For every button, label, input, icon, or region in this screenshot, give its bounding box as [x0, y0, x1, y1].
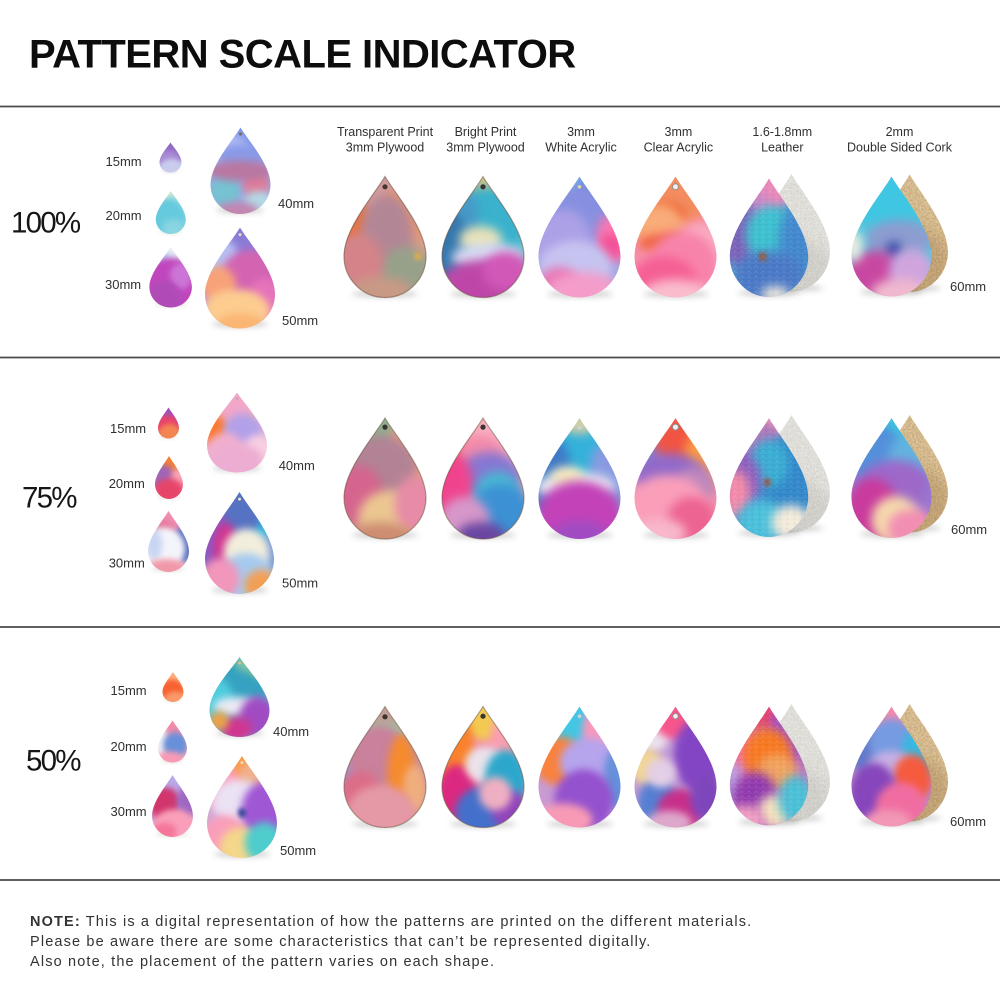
svg-text:60mm: 60mm — [950, 279, 986, 294]
svg-text:2mm: 2mm — [886, 125, 914, 139]
svg-text:20mm: 20mm — [111, 739, 147, 754]
svg-text:3mm Plywood: 3mm Plywood — [346, 141, 425, 155]
svg-text:Clear Acrylic: Clear Acrylic — [644, 141, 713, 155]
svg-text:Leather: Leather — [761, 141, 803, 155]
svg-text:Double Sided Cork: Double Sided Cork — [847, 141, 953, 155]
svg-text:40mm: 40mm — [279, 458, 315, 473]
svg-text:75%: 75% — [22, 482, 77, 515]
svg-text:40mm: 40mm — [278, 196, 314, 211]
svg-text:White Acrylic: White Acrylic — [545, 141, 617, 155]
svg-text:3mm Plywood: 3mm Plywood — [446, 141, 525, 155]
svg-text:1.6-1.8mm: 1.6-1.8mm — [752, 125, 812, 139]
svg-text:20mm: 20mm — [109, 476, 145, 491]
svg-text:3mm: 3mm — [567, 125, 595, 139]
svg-text:30mm: 30mm — [111, 804, 147, 819]
svg-text:Bright Print: Bright Print — [455, 125, 517, 139]
svg-text:50mm: 50mm — [282, 313, 318, 328]
svg-text:40mm: 40mm — [273, 724, 309, 739]
svg-text:60mm: 60mm — [950, 814, 986, 829]
svg-text:30mm: 30mm — [105, 277, 141, 292]
svg-text:15mm: 15mm — [111, 683, 147, 698]
svg-text:50%: 50% — [26, 745, 81, 778]
svg-text:15mm: 15mm — [110, 421, 146, 436]
svg-text:60mm: 60mm — [951, 522, 987, 537]
svg-text:NOTE: This is a digital repres: NOTE: This is a digital representation o… — [30, 914, 752, 930]
svg-text:PATTERN SCALE INDICATOR: PATTERN SCALE INDICATOR — [29, 33, 576, 77]
svg-text:20mm: 20mm — [106, 208, 142, 223]
svg-text:50mm: 50mm — [282, 576, 318, 591]
svg-text:15mm: 15mm — [106, 154, 142, 169]
svg-text:50mm: 50mm — [280, 843, 316, 858]
svg-text:30mm: 30mm — [109, 556, 145, 571]
svg-text:3mm: 3mm — [665, 125, 693, 139]
svg-text:100%: 100% — [11, 207, 81, 240]
svg-text:Please be aware there are some: Please be aware there are some character… — [30, 934, 652, 950]
svg-text:Transparent Print: Transparent Print — [337, 125, 434, 139]
svg-text:Also note, the placement of th: Also note, the placement of the pattern … — [30, 954, 495, 970]
